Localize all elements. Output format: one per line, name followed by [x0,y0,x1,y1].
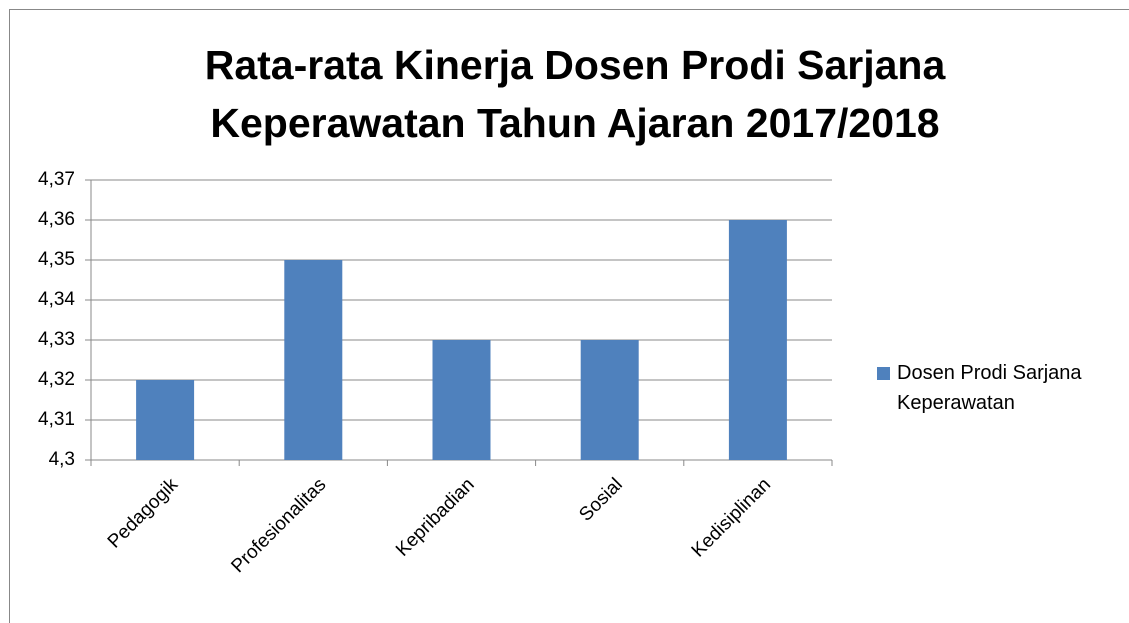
y-tick-label: 4,3 [49,449,75,470]
bar [136,380,195,460]
chart-frame [9,9,1129,623]
y-tick-label: 4,35 [38,249,75,270]
y-tick-label: 4,37 [38,169,75,190]
bar [432,340,491,460]
y-tick-label: 4,34 [38,289,75,310]
bar [284,260,343,460]
legend-key [877,367,890,380]
x-tick-label: Kepribadian [392,474,479,561]
bar [728,220,787,460]
bar [580,340,639,460]
x-tick-label: Profesionalitas [227,474,330,577]
x-tick-label: Sosial [575,474,626,525]
y-tick-label: 4,33 [38,329,75,350]
x-tick-label: Kedisiplinan [688,474,775,561]
y-tick-label: 4,36 [38,209,75,230]
y-tick-label: 4,32 [38,369,75,390]
y-tick-label: 4,31 [38,409,75,430]
x-tick-label: Pedagogik [104,474,183,553]
chart-title: Rata-rata Kinerja Dosen Prodi Sarjana Ke… [204,42,946,146]
legend-label: Dosen Prodi Sarjana Keperawatan [897,362,1082,414]
